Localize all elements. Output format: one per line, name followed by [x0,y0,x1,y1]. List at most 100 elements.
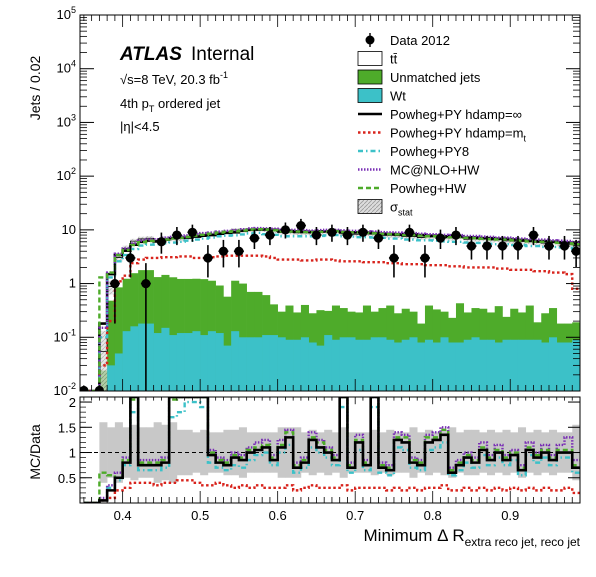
stack-bar [145,323,154,391]
main-frame [79,14,581,392]
stack-bar [548,337,558,391]
stack-bar [277,337,286,391]
main-ytick-label: 10-1 [54,327,76,344]
internal-label: Internal [191,44,254,65]
series-powheg-py-hdamp-m [83,254,580,391]
ratio-xlabel: Minimum Δ Rextra reco jet, reco jet [364,526,581,549]
data-point [544,241,554,251]
data-point [296,221,306,231]
stack-bar [393,342,403,391]
data-point [389,253,399,263]
data-point [110,278,120,289]
data-point [528,230,539,240]
legend-label: σstat [390,200,413,218]
ratio-band-bin [122,427,131,478]
stack-bar [269,335,278,391]
ratio-band-bin [432,432,441,473]
legend-label: Wt [390,89,406,104]
ratio-frame [79,396,581,504]
stack-bar [463,339,472,391]
atlas-label: ATLAS [119,44,182,65]
ratio-band-bin [362,432,371,473]
data-point [327,227,337,237]
stack-bar [207,331,216,391]
stack-bar [556,342,565,391]
stack-bar [246,337,255,391]
legend-entry: Powheg+PY hdamp=∞ [358,107,522,122]
data-point [203,253,213,263]
ratio-xtick-label: 0.4 [114,508,132,523]
stack-bar [300,337,309,391]
data-point [342,230,353,240]
stack-bar [308,342,317,391]
stack-bar [285,339,294,391]
data-point [404,227,415,237]
main-ytick-label: 10 [62,222,76,237]
legend-label: Powheg+PY8 [390,144,469,159]
stack-bar [200,279,209,391]
legend-label: Data 2012 [390,33,450,48]
legend-label: Powheg+PY hdamp=mt [390,126,526,144]
ratio-clip-group [80,397,580,503]
stack-bar [107,300,116,391]
stack-bar [533,242,542,391]
main-plot-area [80,218,580,391]
ratio-ytick-label: 0.5 [58,471,76,486]
data-point [497,241,508,251]
stack-bar [324,335,333,391]
ratio-xtick-label: 0.6 [269,508,287,523]
data-point [249,233,260,243]
stack-bar [502,339,511,391]
stack-bar [541,342,550,391]
stack-bar [161,327,170,391]
series-mc-nlo-hw [83,226,580,391]
ratio-band-bin [502,429,511,476]
data-point [311,230,322,240]
data-point [451,230,461,240]
stack-bar [409,337,418,391]
stack-wt [107,323,580,391]
stack-bar [494,342,503,391]
legend-swatch [357,51,383,66]
jet-order-label: 4th pT ordered jet [120,96,221,114]
stack-bar [169,277,178,391]
stack-bar [293,232,302,391]
ratio-band-bin [355,432,364,473]
ratio-xtick-label: 0.8 [424,508,442,523]
ratio-band-bin [424,429,434,476]
ratio-ytick-label: 1 [69,446,76,461]
stack-bar [424,339,434,391]
stack-bar [533,339,542,391]
ratio-band-bin [417,432,426,473]
stack-bar [517,339,527,391]
stack-bar [417,342,426,391]
data-point [358,227,368,237]
data-point [466,241,477,251]
ratio-ytick-label: 1.5 [58,420,76,435]
legend-swatch [357,88,383,103]
legend-entry: Unmatched jets [357,69,481,85]
stack-bar [184,333,193,391]
data-point [373,233,384,243]
legend-label: MC@NLO+HW [390,163,480,178]
stack-bar [262,335,271,391]
stack-bar [556,243,565,391]
ratio-band-bin [409,427,418,478]
ratio-plot-area [80,397,580,503]
data-point [265,230,275,240]
ratio-band-bin [269,432,278,473]
main-ytick-label: 102 [57,166,76,183]
ratio-band-bin [479,432,488,473]
ratio-band-bin [200,429,209,476]
data-point [187,227,198,237]
ratio-xtick-label: 0.7 [346,508,364,523]
stack-bar [347,337,356,391]
stack-bar [502,240,511,391]
stack-bar [215,333,224,391]
stack-bar [386,339,395,391]
stack-bar [440,337,449,391]
stack-bar [114,353,123,391]
eta-cut-label: |η|<4.5 [120,119,160,134]
stat-band-bin [99,330,108,391]
main-ytick-label: 103 [57,112,76,129]
